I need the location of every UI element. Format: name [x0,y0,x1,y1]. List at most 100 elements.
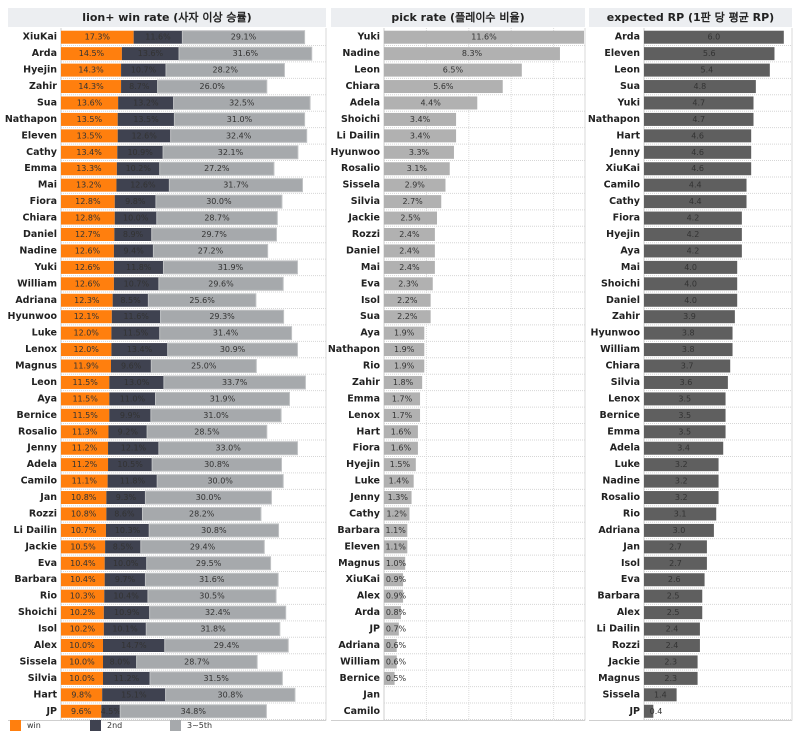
data-label: 0.8% [386,608,407,617]
category-label: Rosalio [341,163,380,174]
bar-pick-rate [384,425,418,439]
data-label: 2.4 [666,641,679,650]
data-label: 1.4% [389,477,410,486]
category-label: Zahir [612,311,640,322]
category-label: Nadine [342,48,380,59]
bar-third-fifth [145,622,281,637]
bar-expected-rp [644,540,707,554]
data-label-third-fifth: 32.1% [218,148,244,157]
data-label-second: 10.9% [114,608,140,617]
data-label: 4.2 [687,214,700,223]
bar-second [111,343,168,357]
bar-pick-rate [384,310,431,324]
data-label-third-fifth: 30.8% [201,526,227,535]
bar-second [102,688,166,702]
data-label-second: 10.2% [126,164,152,173]
data-label-win: 13.3% [76,164,102,173]
category-label: Nathapon [588,114,640,125]
bar-pick-rate [384,277,433,291]
data-label: 3.6 [680,378,693,387]
category-label: JP [369,624,381,635]
data-label-second: 11.2% [114,674,140,683]
bar-third-fifth [157,79,268,94]
category-label: Hyunwoo [591,328,641,339]
data-label-second: 8.7% [129,82,150,91]
bar-second [111,326,160,340]
data-label-win: 10.4% [70,559,96,568]
bar-third-fifth [144,490,272,505]
bar-expected-rp [644,145,752,159]
bar-win [61,47,122,61]
bar-expected-rp [644,556,707,570]
data-label-third-fifth: 26.0% [199,82,225,91]
category-label: Daniel [23,229,57,240]
category-label: Hart [356,426,380,437]
bar-pick-rate [384,80,503,94]
bar-expected-rp [644,228,742,241]
category-label: Shoichi [601,278,640,289]
bar-expected-rp [644,474,719,488]
category-label: Luke [355,476,380,487]
bar-win [61,343,112,357]
data-label: 2.5 [667,592,680,601]
category-label: Eva [621,574,640,585]
bar-expected-rp [644,129,752,143]
category-label: Camilo [344,706,381,717]
bar-third-fifth [159,326,293,341]
data-label: 3.7 [681,362,694,371]
data-label-second: 11.6% [123,312,149,321]
data-label: 2.7% [402,197,423,206]
bar-second [109,392,156,406]
bar-third-fifth [148,523,280,538]
legend-swatch-3-5th [170,720,181,731]
bar-win [61,573,105,587]
category-label: Jackie [24,541,57,552]
bar-win [61,145,118,159]
data-label: 1.4 [654,690,667,699]
category-label: William [600,344,640,355]
bar-third-fifth [163,375,306,390]
data-label: 1.3% [388,493,409,502]
category-label: Magnus [338,558,380,569]
bar-third-fifth [173,112,306,127]
win-rate-panel-title: lion+ win rate (사자 이상 승률) [8,8,326,27]
bar-third-fifth [146,424,268,439]
data-label-third-fifth: 33.0% [215,444,241,453]
data-label: 1.6% [391,444,412,453]
bar-second [113,244,154,258]
bar-pick-rate [384,211,437,225]
bar-expected-rp [644,392,726,406]
data-label-win: 13.5% [77,115,103,124]
data-label-third-fifth: 30.5% [199,592,225,601]
data-label-second: 13.5% [133,115,159,124]
category-label: Barbara [597,591,640,602]
data-label: 3.0 [673,526,686,535]
data-label-second: 14.7% [121,641,147,650]
data-label-second: 8.6% [114,509,135,518]
bar-expected-rp [644,47,775,61]
data-label: 6.0 [708,33,721,42]
data-label-third-fifth: 31.4% [213,329,239,338]
bar-win [61,441,109,455]
bar-win [61,96,119,110]
data-label: 2.3 [664,657,677,666]
category-label: JP [629,706,641,717]
data-label: 3.5 [678,394,691,403]
category-label: Yuki [33,262,57,273]
bar-expected-rp [644,573,705,587]
bar-pick-rate [384,96,478,110]
data-label-third-fifth: 25.6% [189,296,215,305]
bar-pick-rate [384,326,425,340]
data-label: 4.6 [691,131,704,140]
data-label-third-fifth: 32.5% [229,98,255,107]
data-label: 4.7 [692,115,705,124]
category-label: Leon [614,65,640,76]
data-label-win: 10.8% [71,493,97,502]
category-label: Barbara [337,525,380,536]
data-label: 3.1 [674,509,687,518]
data-label-third-fifth: 29.6% [208,279,234,288]
bar-second [117,145,164,159]
data-label: 2.4% [399,246,420,255]
bar-third-fifth [155,194,283,209]
category-label: Sissela [19,656,57,667]
